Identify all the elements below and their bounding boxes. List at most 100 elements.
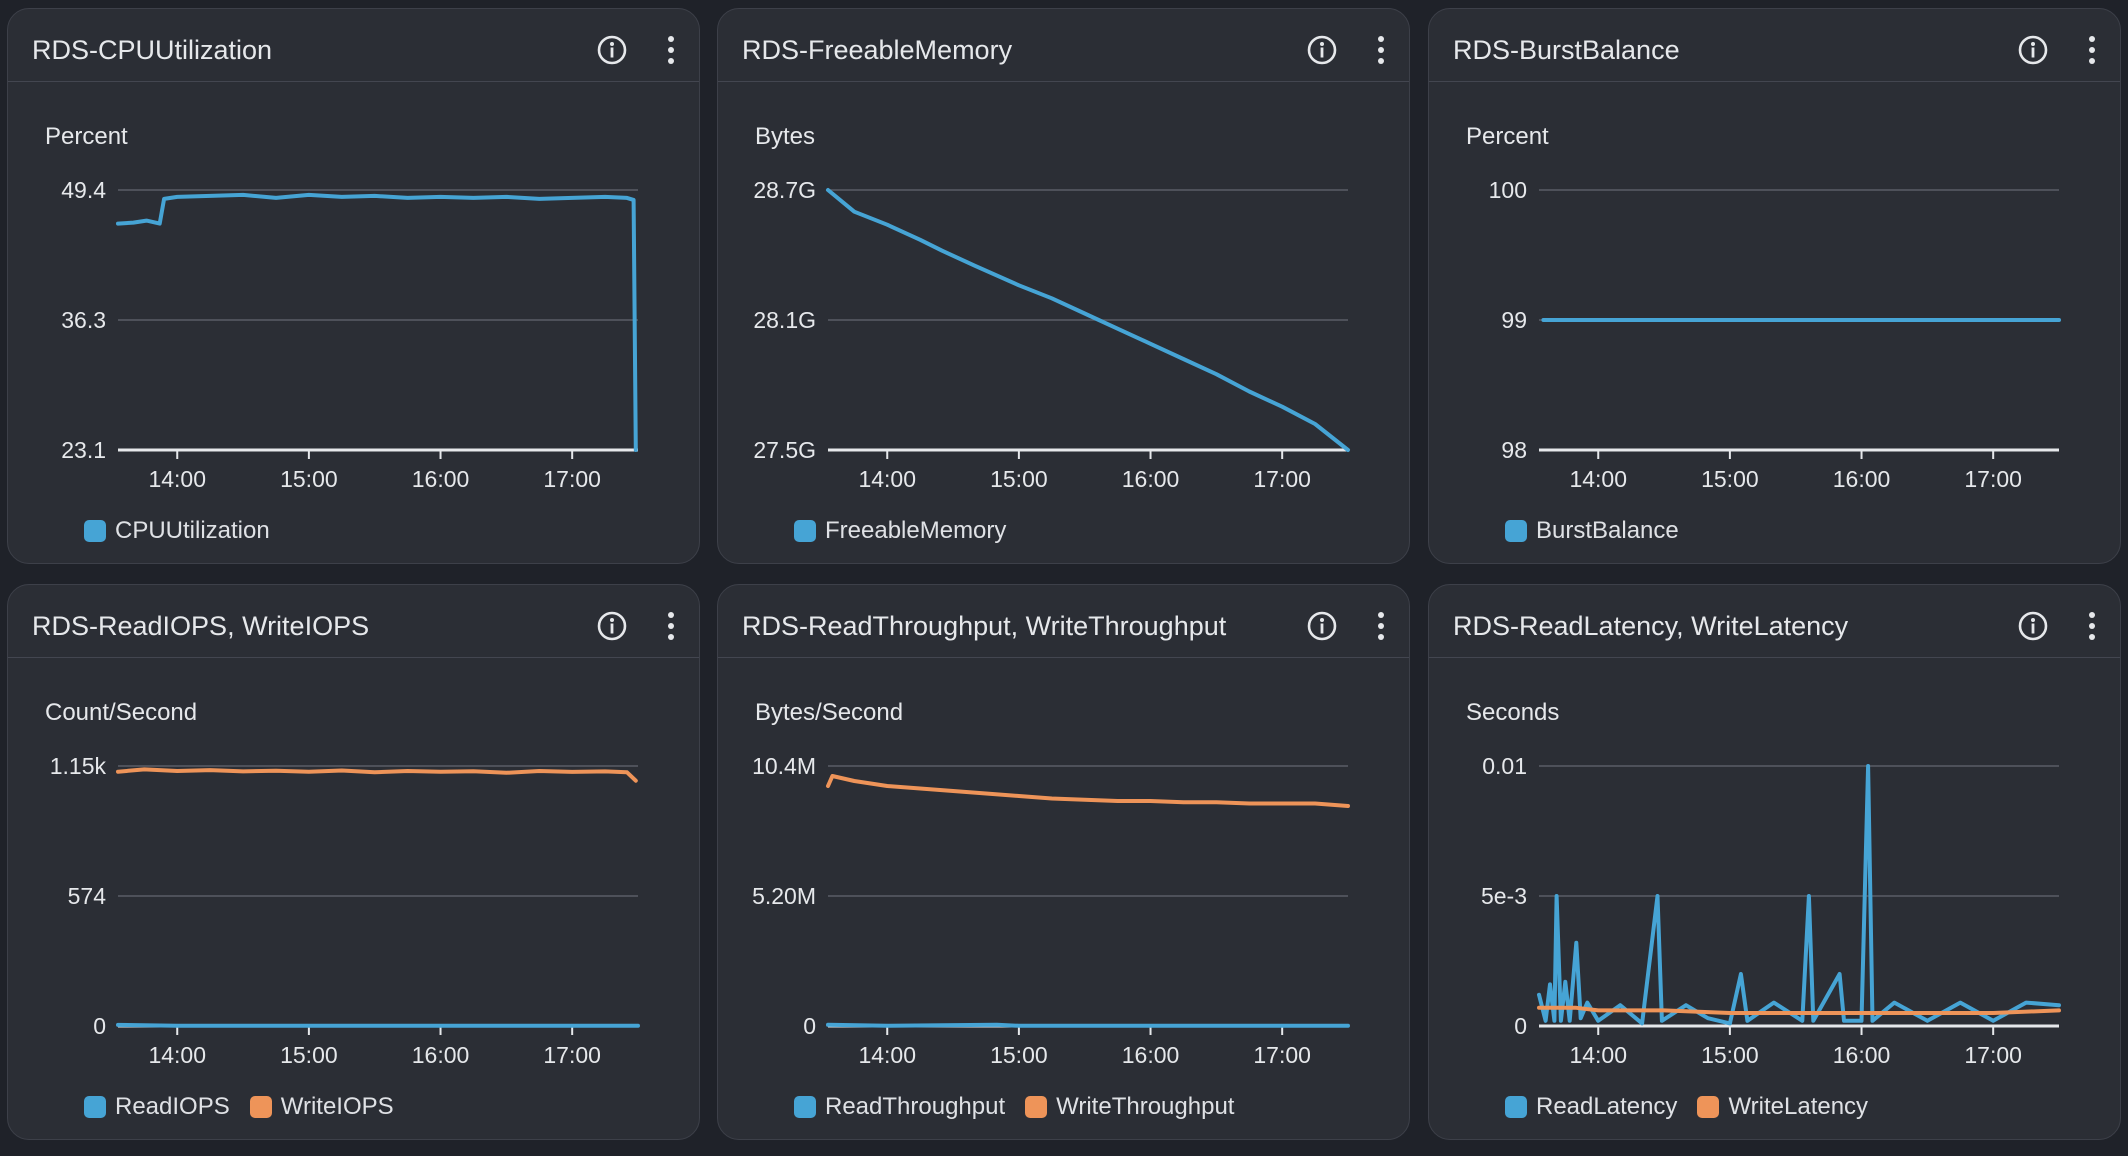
info-icon[interactable] [595,33,629,67]
legend-item-writethroughput[interactable]: WriteThroughput [1025,1093,1234,1121]
x-tick-label: 14:00 [148,1042,206,1068]
widget-title: RDS-ReadIOPS, WriteIOPS [32,611,370,641]
metric-widget: RDS-FreeableMemory Bytes 28.7G 28.1G 27.5G 1… [717,8,1410,564]
line-chart: Bytes 28.7G 28.1G 27.5G 14:00 15:00 16:00 17:00 [753,123,1350,492]
widget-title: RDS-FreeableMemory [742,35,1013,65]
x-tick-label: 17:00 [543,466,601,492]
y-tick-label: 100 [1489,177,1527,203]
chart-legend: BurstBalance [1505,517,1679,545]
more-options-icon[interactable] [661,609,681,643]
line-chart: Bytes/Second 10.4M 5.20M 0 14:00 15:00 16:00 17… [752,699,1350,1068]
metric-widget: RDS-ReadLatency, WriteLatency Seconds 0.0… [1428,584,2121,1140]
y-tick-label: 99 [1501,307,1527,333]
y-tick-label: 28.7G [753,177,816,203]
widget-header: RDS-ReadLatency, WriteLatency [1429,585,2120,658]
y-tick-label: 5.20M [752,883,816,909]
y-tick-label: 49.4 [61,177,106,203]
legend-item-readlatency[interactable]: ReadLatency [1505,1093,1677,1121]
more-options-icon[interactable] [661,33,681,67]
legend-label: ReadThroughput [825,1093,1006,1120]
info-icon[interactable] [595,609,629,643]
chart-legend: ReadIOPS WriteIOPS [84,1093,394,1121]
more-options-icon[interactable] [2082,609,2102,643]
more-options-icon[interactable] [1371,33,1391,67]
more-options-icon[interactable] [1371,609,1391,643]
x-tick-label: 17:00 [1253,1042,1311,1068]
series-line-readiops[interactable] [116,1022,640,1028]
y-tick-label: 98 [1501,437,1527,463]
y-axis-label: Percent [1466,123,1549,150]
widget-header: RDS-ReadIOPS, WriteIOPS [8,585,699,658]
x-tick-label: 17:00 [1253,466,1311,492]
metric-widget: RDS-ReadThroughput, WriteThroughput Byte… [717,584,1410,1140]
x-tick-label: 15:00 [1701,1042,1759,1068]
info-icon[interactable] [1305,609,1339,643]
metric-widget: RDS-CPUUtilization Percent 49.4 36.3 23.1 14… [7,8,700,564]
widget-header: RDS-FreeableMemory [718,9,1409,82]
series-line-readthroughput[interactable] [826,1022,1350,1028]
x-tick-label: 16:00 [1833,1042,1891,1068]
legend-label: ReadIOPS [115,1093,230,1120]
x-tick-label: 14:00 [858,1042,916,1068]
y-tick-label: 574 [68,883,107,909]
legend-swatch [794,520,816,542]
legend-item-freeablememory[interactable]: FreeableMemory [794,517,1006,545]
chart-legend: CPUUtilization [84,517,270,545]
legend-swatch [84,1096,106,1118]
chart-legend: ReadThroughput WriteThroughput [794,1093,1234,1121]
x-tick-label: 14:00 [1569,466,1627,492]
y-tick-label: 1.15k [50,753,107,779]
series-line-writelatency[interactable] [1537,1005,2061,1015]
legend-swatch [1025,1096,1048,1118]
legend-item-writeiops[interactable]: WriteIOPS [249,1093,394,1121]
widget-title: RDS-BurstBalance [1453,35,1680,65]
line-chart: Count/Second 1.15k 574 0 14:00 15:00 16:00 17:0… [45,699,640,1068]
line-chart: Percent 100 99 98 14:00 15:00 16:00 17:00 [1466,123,2061,492]
y-tick-label: 0 [803,1013,816,1039]
info-icon[interactable] [2016,33,2050,67]
legend-item-burstbalance[interactable]: BurstBalance [1505,517,1679,545]
series-line-readlatency[interactable] [1537,764,2061,1026]
legend-swatch [1505,520,1527,542]
legend-label: WriteIOPS [280,1093,394,1120]
x-tick-label: 14:00 [858,466,916,492]
x-tick-label: 14:00 [148,466,206,492]
series-line-freeablememory[interactable] [826,188,1350,452]
chart-legend: ReadLatency WriteLatency [1505,1093,1868,1121]
x-tick-label: 14:00 [1569,1042,1627,1068]
y-tick-label: 0 [1514,1013,1527,1039]
x-tick-label: 16:00 [412,466,470,492]
info-icon[interactable] [1305,33,1339,67]
y-tick-label: 36.3 [61,307,106,333]
series-line-writeiops[interactable] [116,767,638,783]
info-icon[interactable] [2016,609,2050,643]
widget-header: RDS-BurstBalance [1429,9,2120,82]
y-axis-label: Percent [45,123,128,150]
legend-item-cpuutilization[interactable]: CPUUtilization [84,517,270,545]
widget-title: RDS-ReadLatency, WriteLatency [1453,611,1849,641]
y-tick-label: 5e-3 [1481,883,1527,909]
more-options-icon[interactable] [2082,33,2102,67]
legend-item-readiops[interactable]: ReadIOPS [84,1093,230,1121]
x-tick-label: 16:00 [1122,466,1180,492]
legend-item-writelatency[interactable]: WriteLatency [1697,1093,1868,1121]
y-tick-label: 10.4M [752,753,816,779]
y-axis-label: Bytes/Second [755,699,903,726]
legend-label: BurstBalance [1536,517,1679,544]
legend-swatch [794,1096,816,1118]
legend-label: WriteLatency [1728,1093,1869,1120]
legend-swatch [1505,1096,1527,1118]
x-tick-label: 17:00 [1964,466,2022,492]
legend-swatch [249,1096,272,1118]
legend-item-readthroughput[interactable]: ReadThroughput [794,1093,1005,1121]
x-tick-label: 16:00 [412,1042,470,1068]
x-tick-label: 15:00 [280,1042,338,1068]
series-line-cpuutilization[interactable] [116,192,638,452]
line-chart: Percent 49.4 36.3 23.1 14:00 15:00 16:00 17:00 [45,123,638,492]
x-tick-label: 17:00 [543,1042,601,1068]
widget-title: RDS-CPUUtilization [32,35,273,65]
x-tick-label: 15:00 [1701,466,1759,492]
series-line-writethroughput[interactable] [826,774,1350,808]
metric-widget: RDS-ReadIOPS, WriteIOPS Count/Second 1.15… [7,584,700,1140]
